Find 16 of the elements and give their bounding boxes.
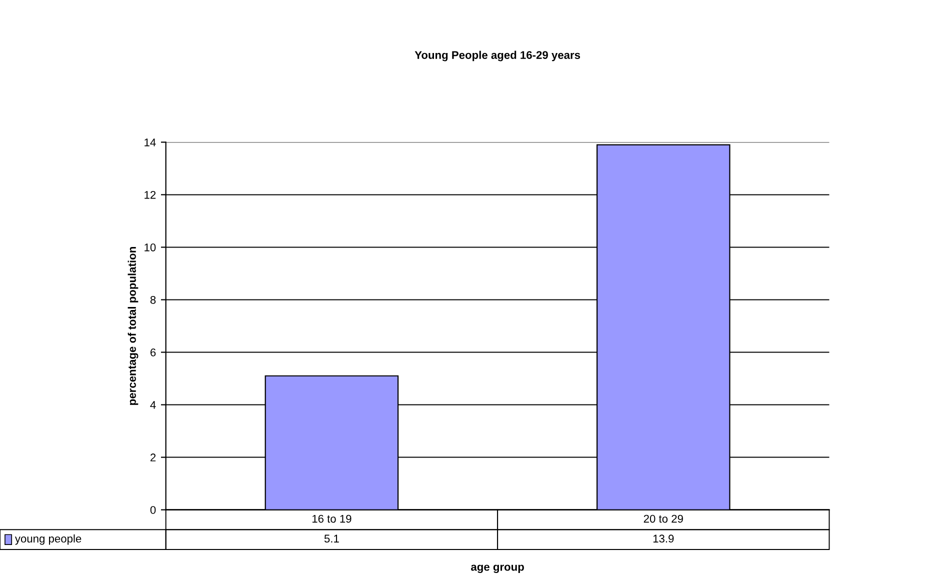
y-tick-label: 14 bbox=[144, 138, 156, 146]
y-tick-label: 12 bbox=[144, 190, 156, 199]
data-label: 13.9 bbox=[653, 534, 674, 543]
legend-label: young people bbox=[14, 534, 82, 545]
chart-title: Young People aged 16-29 years bbox=[414, 50, 580, 62]
y-tick-label: 2 bbox=[150, 454, 156, 462]
y-tick-label: 10 bbox=[144, 243, 156, 252]
y-tick-label: 4 bbox=[150, 401, 156, 409]
y-tick-label: 8 bbox=[150, 296, 156, 304]
data-label: 5.1 bbox=[324, 534, 339, 543]
x-tick-label: 20 to 29 bbox=[644, 514, 683, 523]
x-axis-title: age group bbox=[471, 564, 524, 574]
y-tick-label: 0 bbox=[150, 506, 156, 514]
y-axis-title: percentage of total population bbox=[128, 247, 138, 405]
y-tick-label: 6 bbox=[150, 348, 156, 356]
x-tick-label: 16 to 19 bbox=[312, 514, 352, 523]
